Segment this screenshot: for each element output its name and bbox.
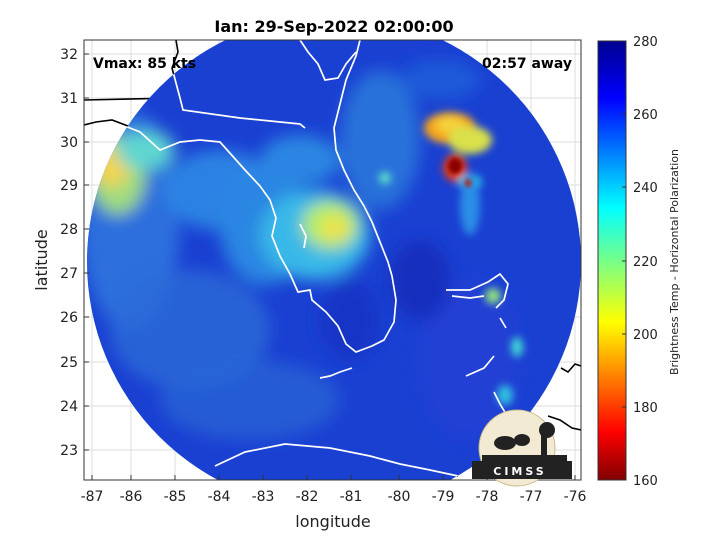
y-tick-labels: 32 31 30 29 28 27 26 25 24 23: [60, 47, 78, 459]
colorbar-label: Brightness Temp - Horizontal Polarizatio…: [668, 149, 681, 375]
cimss-logo: CIMSS: [472, 409, 572, 487]
colorbar: 280 260 240 220 200 180 160 Brightness T…: [597, 35, 681, 489]
colorbar-tick-label: 240: [633, 181, 658, 196]
x-tick-label: -77: [520, 489, 543, 505]
tick-marks: [84, 53, 576, 480]
y-tick-label: 25: [60, 355, 78, 371]
colorbar-gradient: [597, 40, 627, 481]
colorbar-tick-label: 180: [633, 401, 658, 416]
y-tick-label: 29: [60, 178, 78, 194]
colorbar-tick-label: 160: [633, 474, 658, 489]
y-tick-label: 24: [60, 399, 78, 415]
x-tick-label: -78: [476, 489, 499, 505]
colorbar-tick-label: 260: [633, 108, 658, 123]
x-tick-label: -81: [340, 489, 363, 505]
x-tick-label: -80: [388, 489, 411, 505]
colorbar-tick-label: 220: [633, 255, 658, 270]
x-tick-label: -79: [432, 489, 455, 505]
y-axis-label: latitude: [32, 229, 51, 290]
y-tick-label: 28: [60, 222, 78, 238]
coastline-inside: [87, 40, 509, 477]
y-tick-label: 23: [60, 443, 78, 459]
x-tick-labels: -87 -86 -85 -84 -83 -82 -81 -80 -79 -78 …: [81, 489, 587, 505]
x-tick-label: -86: [120, 489, 143, 505]
x-axis-label: longitude: [295, 512, 370, 531]
colorbar-ticks: 280 260 240 220 200 180 160: [633, 35, 658, 489]
x-tick-label: -83: [252, 489, 275, 505]
x-tick-label: -87: [81, 489, 104, 505]
y-tick-label: 30: [60, 135, 78, 151]
logo-text: CIMSS: [493, 465, 546, 478]
x-tick-label: -82: [296, 489, 319, 505]
vmax-label: Vmax: 85 kts: [93, 56, 196, 72]
axes-frame: [83, 39, 582, 481]
colorbar-tick-label: 280: [633, 35, 658, 50]
swath-layer: [87, 40, 581, 480]
y-tick-label: 32: [60, 47, 78, 63]
y-tick-label: 27: [60, 266, 78, 282]
y-tick-label: 26: [60, 310, 78, 326]
x-tick-label: -84: [208, 489, 231, 505]
time-away-label: 02:57 away: [482, 56, 572, 72]
y-tick-label: 31: [60, 91, 78, 107]
colorbar-tick-label: 200: [633, 328, 658, 343]
map-title: Ian: 29-Sep-2022 02:00:00: [214, 17, 453, 36]
x-tick-label: -85: [164, 489, 187, 505]
x-tick-label: -76: [564, 489, 587, 505]
